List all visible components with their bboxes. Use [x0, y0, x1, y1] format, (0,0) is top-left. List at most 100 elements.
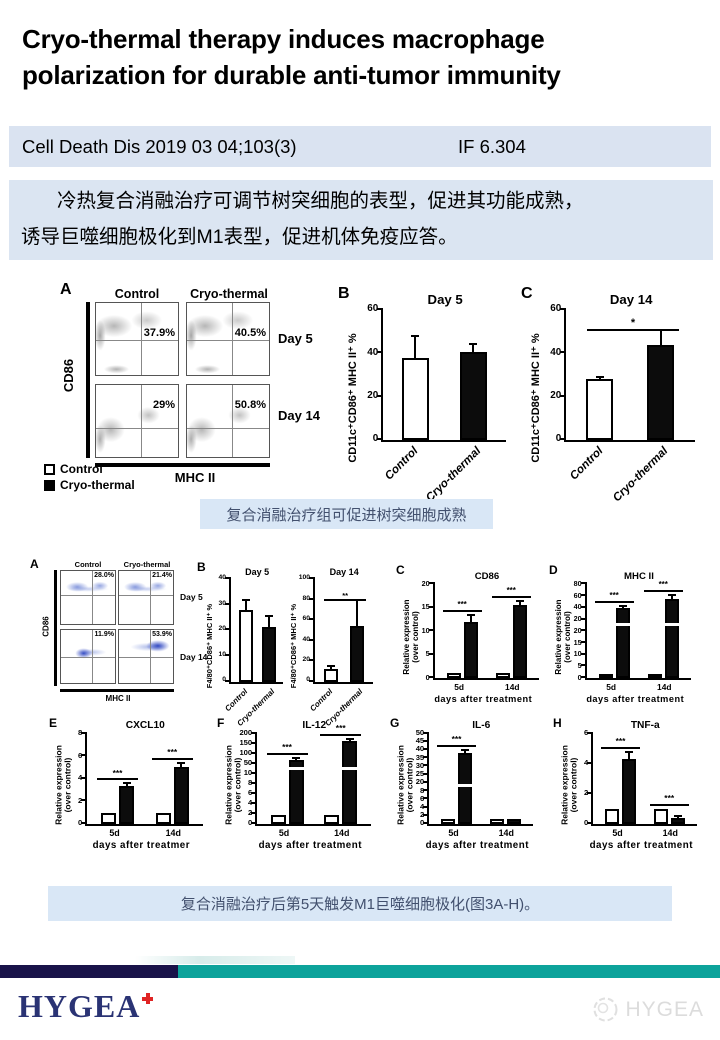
quadrant-vline [232, 303, 234, 375]
y-tick-label: 30 [218, 599, 226, 607]
bar-wrap [647, 584, 662, 678]
y-tick-label: 10 [421, 625, 430, 635]
bar-group [489, 734, 521, 824]
red-cross-icon [142, 993, 154, 1004]
category-labels: Control Cryo-thermal [308, 684, 373, 728]
significance-bracket: ** [324, 591, 367, 602]
fig2-panel-f-label: F [217, 716, 225, 730]
bar [512, 605, 527, 678]
fig2-panel-b-label: B [197, 560, 206, 574]
fig2-row-label-day5: Day 5 [180, 592, 203, 602]
bar-wrap [441, 734, 456, 824]
y-tick-label: 10 [243, 768, 253, 778]
quadrant-vline [141, 303, 143, 375]
bar-group [324, 579, 338, 682]
y-tick-label: 0 [372, 432, 379, 444]
y-tick-mark [251, 751, 258, 754]
y-tick-label: 0 [583, 818, 589, 828]
y-axis-label-text: CD11c⁺CD86⁺ MHC II⁺ % [347, 333, 359, 462]
y-axis-label: Relative expression (over control) [223, 731, 242, 838]
y-tick-label: 10 [573, 649, 582, 659]
y-axis-label: F4/80⁺CD86⁺ MHC II⁺ % [289, 577, 299, 715]
plot-area: 0 2 4 6 8 *** *** [78, 729, 203, 827]
y-tick-mark [423, 789, 430, 792]
y-tick-label: 20 [218, 625, 226, 633]
chart-body: Relative expression (over control) 0 2 4 6 8 20… [395, 729, 536, 838]
fig2-xaxis-label: MHC II [105, 694, 131, 703]
error-bar [670, 594, 673, 600]
fig2-yaxis-label: CD86 [41, 616, 51, 637]
y-axis-label-line2: (over control) [568, 757, 579, 812]
fig1-xaxis-label: MHC II [174, 470, 216, 485]
y-tick-label: 15 [573, 637, 582, 647]
category-labels: 5d 14d [433, 680, 539, 692]
y-tick-mark [81, 731, 88, 734]
y-tick-mark [225, 679, 231, 682]
bar-wrap [457, 734, 474, 824]
bar-group: *** [97, 734, 139, 824]
fig1-panel-c-label: C [521, 285, 533, 302]
bar-wrap [647, 310, 675, 440]
y-tick-mark [423, 748, 430, 750]
bar [506, 818, 521, 824]
y-tick-mark [560, 308, 567, 311]
y-tick-label: 5 [425, 649, 430, 659]
y-tick-mark [225, 602, 231, 605]
fig1-panel-b-label: B [338, 285, 350, 302]
fig1-row-label-day5: Day 5 [278, 331, 313, 346]
significance-marker: *** [601, 737, 641, 749]
y-tick-mark [560, 351, 567, 354]
bar-group [459, 310, 487, 440]
y-axis-label: Relative expression (over control) [559, 731, 578, 838]
bar-group: *** [491, 584, 531, 678]
bar [647, 344, 675, 440]
fig2-yaxis-bar [54, 570, 57, 686]
significance-marker: *** [151, 748, 193, 760]
y-tick-mark [225, 577, 231, 580]
x-axis-label: days after treatment [589, 840, 693, 851]
summary-line2: 诱导巨噬细胞极化到M1表型，促进机体免疫应答。 [21, 226, 458, 248]
fig2-flow-plot-cryo-day14: 53.9% [118, 629, 174, 684]
quadrant-vline [141, 385, 143, 457]
fig2-chart-cxcl10: CXCL10 Relative expression (over control) 0… [53, 720, 206, 851]
watermark-text: HYGEA [625, 997, 704, 1021]
bar-groups: *** *** [87, 734, 202, 824]
y-tick-label: 2 [247, 808, 253, 818]
significance-bracket: * [586, 318, 680, 332]
y-tick-mark [580, 605, 587, 608]
journal-citation: Cell Death Dis 2019 03 04;103(3) [22, 135, 297, 157]
y-axis-label-text: Relative expression (over control) [559, 745, 579, 825]
y-tick-label: 2 [419, 810, 425, 820]
y-tick-mark [309, 597, 315, 600]
x-axis-label: days after treatmer [92, 840, 190, 851]
significance-marker: *** [649, 794, 689, 806]
bar [446, 673, 461, 678]
plot-area: 0 10 20 30 40 [218, 574, 283, 684]
error-bar [472, 343, 475, 353]
y-tick-label: 0 [306, 677, 310, 684]
y-tick-label: 2 [583, 788, 589, 798]
y-tick-mark [423, 756, 430, 759]
y-tick-label: 6 [77, 750, 83, 760]
category-labels: 5d 14d [585, 680, 691, 692]
y-tick-label: 20 [421, 579, 430, 589]
chart-body: Relative expression (over control) 0 2 4 6 8 10… [223, 724, 374, 838]
bar [664, 599, 679, 678]
bar-wrap [622, 734, 637, 824]
significance-marker: *** [266, 743, 308, 755]
y-axis-label: Relative expression (over control) [554, 582, 572, 692]
bar-group [586, 310, 614, 440]
y-tick-label: 50 [243, 758, 253, 768]
y-tick-label: 30 [415, 760, 425, 770]
y-tick-mark [580, 664, 587, 667]
title-line2: polarization for durable anti-tumor immu… [22, 59, 561, 90]
y-tick-label: 20 [415, 777, 425, 787]
y-axis-label-text: F4/80⁺CD86⁺ MHC II⁺ % [289, 604, 298, 688]
plot-area: 0 5 10 15 20 20 40 60 80 *** *** [574, 580, 691, 681]
y-tick-mark [423, 797, 430, 800]
category-label: 14d [657, 682, 672, 692]
chart-title: Day 5 [427, 292, 463, 307]
y-tick-label: 20 [573, 614, 582, 624]
flow-percentage: 29% [152, 399, 175, 412]
